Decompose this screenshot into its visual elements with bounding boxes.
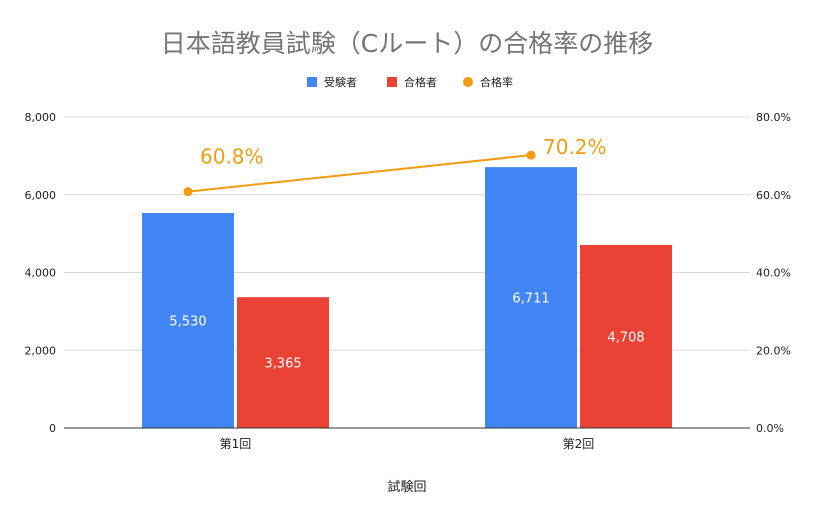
bars: 5,530 3,365 6,711 4,708 bbox=[142, 167, 672, 429]
bar-value-label: 4,708 bbox=[607, 330, 644, 345]
y-left-tick-label: 8,000 bbox=[25, 111, 57, 124]
y-right-tick-label: 20.0% bbox=[756, 344, 791, 357]
legend-swatch bbox=[307, 77, 317, 87]
y-left-tick-label: 2,000 bbox=[25, 344, 57, 357]
x-axis: 第1回 第2回 bbox=[64, 427, 750, 451]
x-tick-label: 第2回 bbox=[563, 437, 595, 451]
bar-value-label: 6,711 bbox=[512, 292, 549, 307]
rate-value-label: 70.2% bbox=[543, 135, 607, 159]
y-left-tick-label: 4,000 bbox=[25, 267, 57, 280]
rate-line-path bbox=[187, 154, 532, 193]
x-tick-label: 第1回 bbox=[220, 437, 252, 451]
legend-label: 合格者 bbox=[404, 75, 437, 89]
legend-label: 受験者 bbox=[324, 75, 357, 89]
rate-line: 60.8% 70.2% bbox=[183, 135, 607, 197]
bar bbox=[580, 244, 672, 428]
rate-point bbox=[183, 187, 193, 197]
legend-label: 合格率 bbox=[480, 75, 513, 89]
bar bbox=[237, 297, 329, 428]
legend: 受験者 合格者 合格率 bbox=[307, 75, 513, 89]
legend-swatch bbox=[387, 77, 397, 87]
chart-title: 日本語教員試験（Cルート）の合格率の推移 bbox=[161, 29, 653, 58]
x-axis-title: 試験回 bbox=[387, 479, 426, 495]
bar bbox=[142, 213, 234, 428]
y-right-tick-label: 40.0% bbox=[756, 267, 791, 280]
y-left-tick-label: 6,000 bbox=[25, 189, 57, 202]
y-right-tick-label: 0.0% bbox=[756, 422, 784, 435]
bar-value-label: 3,365 bbox=[264, 357, 301, 372]
legend-swatch bbox=[463, 77, 473, 87]
rate-point bbox=[526, 150, 536, 160]
y-axis-right: 0.0% 20.0% 40.0% 60.0% 80.0% bbox=[756, 111, 791, 435]
bar bbox=[485, 167, 577, 429]
y-right-tick-label: 80.0% bbox=[756, 111, 791, 124]
rate-value-label: 60.8% bbox=[200, 145, 264, 169]
bar-value-label: 5,530 bbox=[169, 315, 206, 330]
y-right-tick-label: 60.0% bbox=[756, 189, 791, 202]
y-left-tick-label: 0 bbox=[49, 422, 56, 435]
y-axis-left: 0 2,000 4,000 6,000 8,000 bbox=[25, 111, 57, 435]
